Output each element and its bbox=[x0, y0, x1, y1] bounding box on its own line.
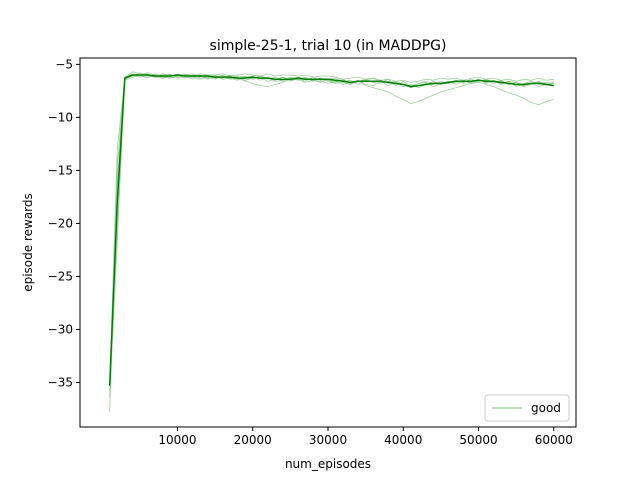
y-axis-label: episode rewards bbox=[21, 193, 35, 292]
x-axis: 10000 20000 30000 40000 50000 60000 bbox=[158, 427, 573, 447]
x-tick-label: 30000 bbox=[309, 433, 347, 447]
x-tick-label: 60000 bbox=[535, 433, 573, 447]
trial-series-line bbox=[109, 73, 554, 391]
legend-label: good bbox=[531, 401, 561, 415]
y-axis: −35 −30 −25 −20 −15 −10 −5 bbox=[48, 57, 80, 389]
x-tick-label: 50000 bbox=[459, 433, 497, 447]
y-tick-label: −35 bbox=[48, 375, 73, 389]
series-layer bbox=[108, 71, 554, 413]
y-tick-label: −25 bbox=[48, 269, 73, 283]
y-tick-label: −20 bbox=[48, 216, 73, 230]
x-tick-label: 40000 bbox=[384, 433, 422, 447]
mean-series-line bbox=[108, 74, 554, 386]
y-tick-label: −10 bbox=[48, 110, 73, 124]
y-tick-label: −30 bbox=[48, 322, 73, 336]
x-tick-label: 10000 bbox=[158, 433, 196, 447]
x-tick-label: 20000 bbox=[234, 433, 272, 447]
legend: good bbox=[484, 394, 570, 422]
trial-series-line bbox=[109, 71, 554, 382]
y-tick-label: −15 bbox=[48, 163, 73, 177]
y-tick-label: −5 bbox=[55, 57, 73, 71]
x-axis-label: num_episodes bbox=[285, 457, 371, 471]
chart-title: simple-25-1, trial 10 (in MADDPG) bbox=[210, 38, 447, 54]
legend-box bbox=[484, 394, 570, 422]
